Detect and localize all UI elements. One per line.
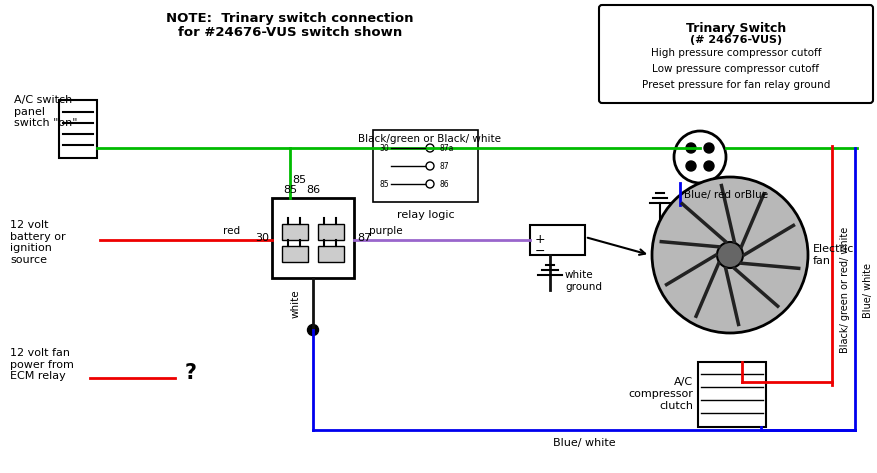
Circle shape (717, 242, 743, 268)
Text: A/C switch
panel
switch "on": A/C switch panel switch "on" (14, 95, 77, 128)
Text: 85: 85 (292, 175, 306, 185)
Text: 87a: 87a (440, 143, 454, 152)
Text: Trinary Switch: Trinary Switch (686, 22, 786, 35)
Text: NOTE:  Trinary switch connection: NOTE: Trinary switch connection (167, 12, 414, 25)
Text: High pressure compressor cutoff: High pressure compressor cutoff (651, 48, 821, 58)
Circle shape (686, 143, 696, 153)
Bar (272, 198, 354, 278)
Circle shape (674, 131, 726, 183)
Bar (318, 224, 344, 240)
Circle shape (704, 143, 714, 153)
Text: (# 24676-VUS): (# 24676-VUS) (690, 35, 782, 45)
Text: Black/green or Black/ white: Black/green or Black/ white (359, 134, 502, 144)
Text: 87: 87 (357, 233, 371, 243)
Text: ?: ? (185, 363, 197, 383)
Text: 12 volt fan
power from
ECM relay: 12 volt fan power from ECM relay (10, 348, 74, 381)
Text: relay logic: relay logic (396, 210, 454, 220)
Text: Preset pressure for fan relay ground: Preset pressure for fan relay ground (642, 80, 831, 90)
Circle shape (686, 161, 696, 171)
Text: 86: 86 (306, 185, 320, 195)
Text: 87: 87 (440, 161, 450, 170)
Text: Low pressure compressor cutoff: Low pressure compressor cutoff (652, 64, 819, 74)
Text: 30: 30 (255, 233, 269, 243)
Text: purple: purple (369, 226, 403, 236)
Text: white: white (291, 289, 301, 318)
Bar (318, 246, 344, 262)
Bar (373, 130, 478, 202)
Bar (282, 246, 308, 262)
Bar (530, 225, 585, 255)
Text: for #24676-VUS switch shown: for #24676-VUS switch shown (178, 26, 403, 39)
Circle shape (704, 161, 714, 171)
Text: 12 volt
battery or
ignition
source: 12 volt battery or ignition source (10, 220, 66, 265)
Text: −: − (535, 245, 545, 258)
Bar (59, 100, 97, 158)
Text: Blue/ white: Blue/ white (863, 263, 873, 317)
Bar (282, 224, 308, 240)
Circle shape (652, 177, 808, 333)
Text: 30: 30 (379, 143, 389, 152)
Text: 85: 85 (283, 185, 297, 195)
Text: Electric
fan: Electric fan (813, 244, 854, 266)
Circle shape (308, 324, 318, 335)
Text: A/C
compressor
clutch: A/C compressor clutch (628, 377, 693, 411)
Text: Blue/ white: Blue/ white (553, 438, 616, 448)
Text: 85: 85 (379, 179, 389, 189)
Text: +: + (535, 233, 545, 246)
Text: Blue/ red orBlue: Blue/ red orBlue (684, 190, 768, 200)
FancyBboxPatch shape (599, 5, 873, 103)
Bar (698, 362, 766, 427)
Text: white
ground: white ground (565, 270, 602, 291)
Text: Black/ green or red/ white: Black/ green or red/ white (840, 227, 850, 353)
Text: 86: 86 (440, 179, 450, 189)
Text: red: red (224, 226, 240, 236)
